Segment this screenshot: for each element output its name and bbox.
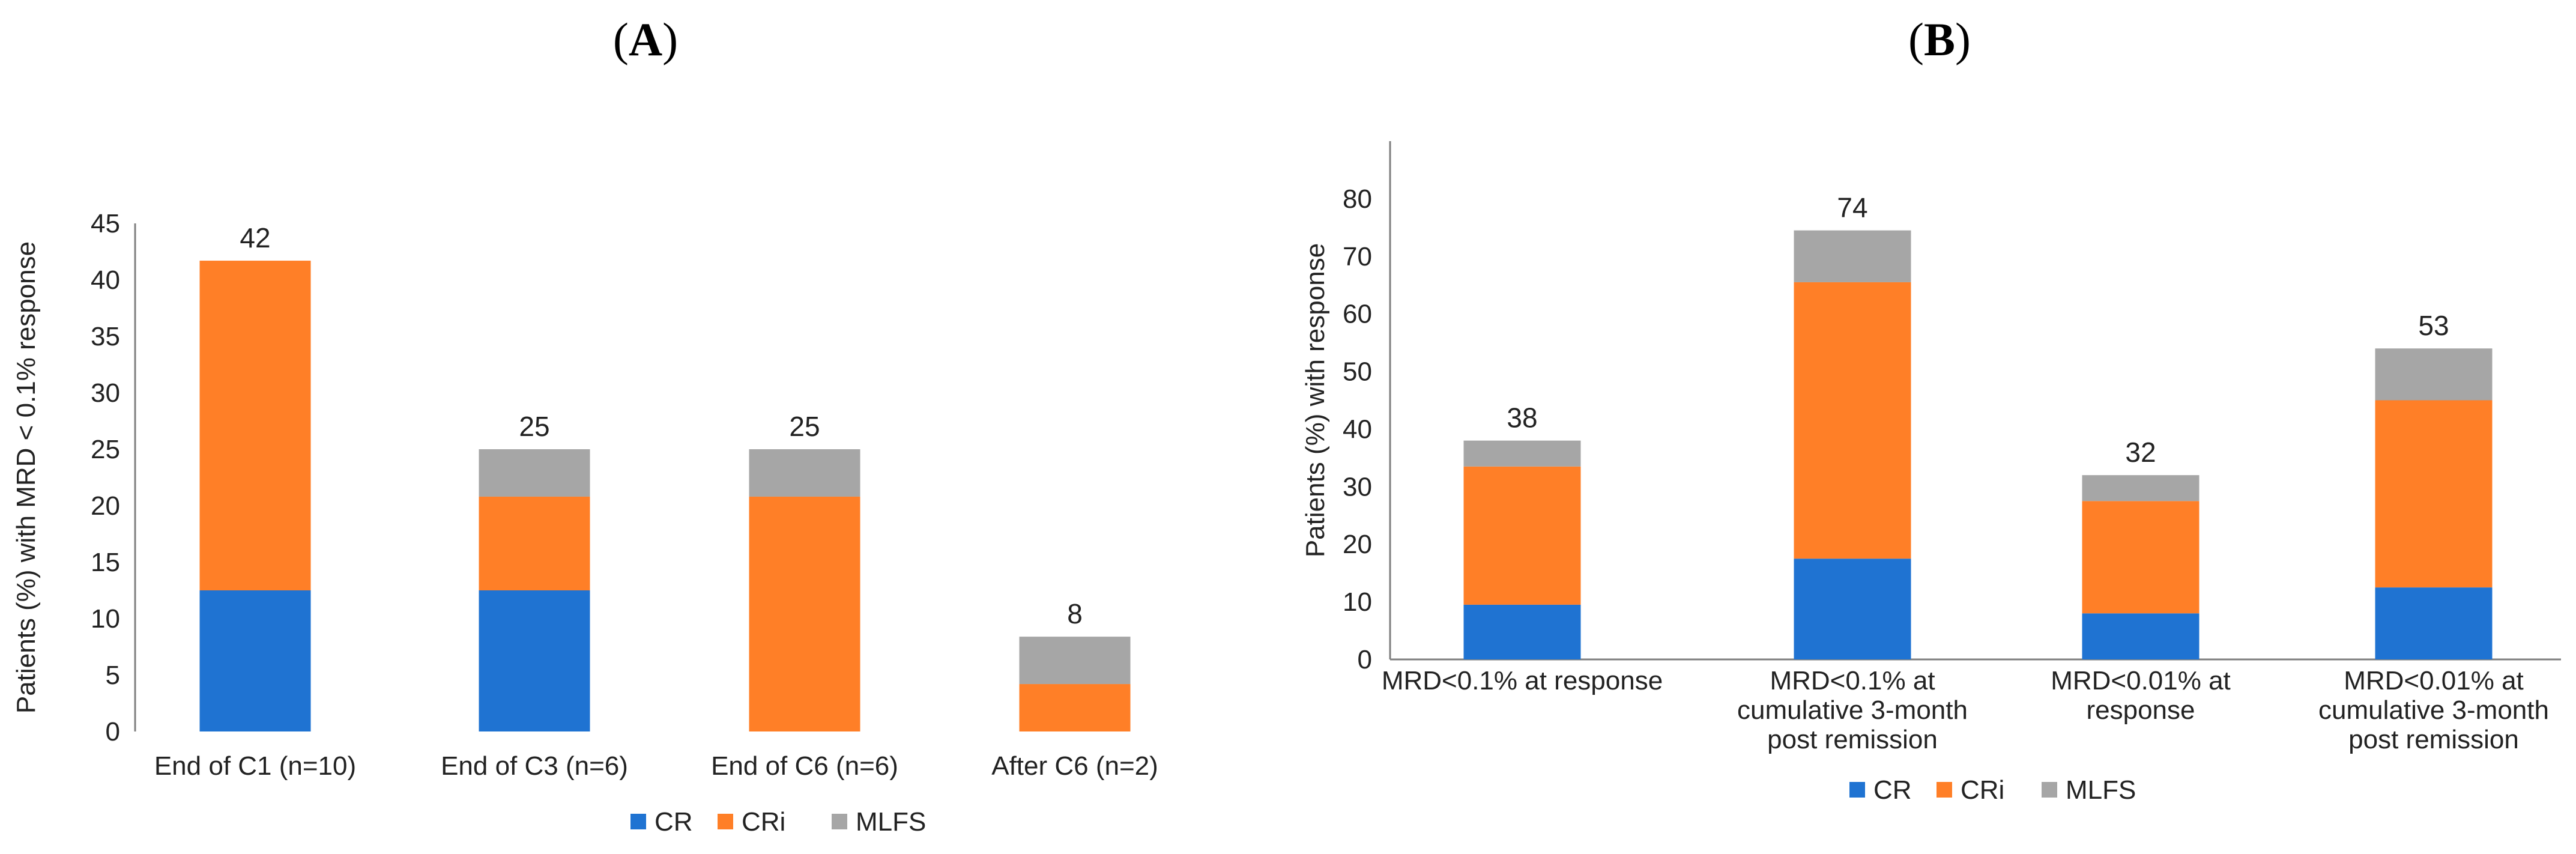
y-tick-label-b: 20: [1343, 530, 1372, 559]
bar-segment-cr: [479, 590, 590, 731]
bar-segment-cr: [2082, 613, 2200, 659]
legend-label-cr: CR: [1873, 775, 1912, 805]
y-tick-label-b: 10: [1343, 587, 1372, 617]
legend-swatch-mlfs: [832, 814, 847, 829]
legend-swatch-cr: [1849, 782, 1865, 798]
bar-segment-mlfs: [2375, 348, 2493, 401]
bar-segment-cri: [479, 496, 590, 590]
bar-total-label: 25: [789, 411, 820, 442]
category-label: End of C6 (n=6): [711, 751, 898, 781]
bar-segment-cri: [1463, 466, 1581, 605]
legend-swatch-cr: [630, 814, 646, 829]
y-tick-label-a: 20: [91, 491, 120, 521]
bar-segment-cr: [1463, 604, 1581, 659]
bar-total-label: 8: [1067, 598, 1083, 629]
y-tick-label-a: 10: [91, 604, 120, 634]
bar-total-label: 38: [1507, 402, 1537, 434]
legend-label-mlfs: MLFS: [856, 807, 926, 837]
legend-label-cri: CRi: [1961, 775, 2004, 805]
y-tick-label-a: 15: [91, 548, 120, 577]
bar-segment-cri: [1019, 684, 1131, 731]
category-label: MRD<0.01% at response: [2051, 666, 2231, 725]
bar-segment-cri: [2082, 501, 2200, 614]
y-tick-label-a: 40: [91, 265, 120, 295]
category-label: MRD<0.01% at cumulative 3-month post remis…: [2318, 666, 2549, 754]
category-label: After C6 (n=2): [991, 751, 1158, 781]
bar-segment-cr: [199, 590, 311, 731]
y-tick-label-b: 70: [1343, 242, 1372, 271]
bar-segment-cri: [199, 261, 311, 590]
category-label: End of C1 (n=10): [154, 751, 356, 781]
y-axis-title-b: Patients (%) with response: [1301, 243, 1330, 557]
bar-total-label: 42: [240, 222, 270, 253]
bar-total-label: 74: [1837, 192, 1867, 223]
y-tick-label-a: 45: [91, 209, 120, 238]
y-tick-label-a: 5: [106, 661, 120, 690]
y-tick-label-b: 50: [1343, 357, 1372, 387]
panel-label-b: (B): [1908, 13, 1971, 65]
bar-segment-cr: [2375, 587, 2493, 659]
legend-swatch-cri: [718, 814, 733, 829]
bar-segment-mlfs: [1463, 440, 1581, 467]
bar-total-label: 53: [2418, 310, 2449, 341]
legend-swatch-cri: [1937, 782, 1952, 798]
category-label: MRD<0.1% at cumulative 3-month post remiss…: [1737, 666, 1968, 754]
bar-segment-mlfs: [749, 449, 860, 497]
bar-total-label: 32: [2125, 437, 2156, 468]
legend-label-mlfs: MLFS: [2066, 775, 2136, 805]
bar-segment-cr: [1794, 559, 1911, 659]
panel-label-a: (A): [613, 13, 678, 65]
bar-segment-mlfs: [1794, 230, 1911, 282]
legend-label-cr: CR: [655, 807, 693, 837]
y-tick-label-b: 80: [1343, 184, 1372, 214]
bar-segment-cri: [2375, 400, 2493, 588]
y-tick-label-b: 0: [1358, 645, 1372, 674]
y-tick-label-b: 60: [1343, 300, 1372, 329]
y-tick-label-b: 40: [1343, 414, 1372, 444]
bar-total-label: 25: [519, 411, 549, 442]
bar-segment-cri: [1794, 282, 1911, 559]
bar-segment-mlfs: [1019, 637, 1131, 685]
category-label: End of C3 (n=6): [441, 751, 628, 781]
bar-segment-mlfs: [479, 449, 590, 497]
y-axis-title-a: Patients (%) with MRD < 0.1% response: [11, 241, 41, 713]
bar-segment-mlfs: [2082, 475, 2200, 501]
legend-label-cri: CRi: [742, 807, 785, 837]
y-tick-label-a: 35: [91, 322, 120, 351]
y-tick-label-b: 30: [1343, 472, 1372, 501]
y-tick-label-a: 0: [106, 717, 120, 746]
bar-segment-cri: [749, 496, 860, 731]
chart-b: 0 10 20 30 40 50 60 70 80 Patients (%) with respo…: [1301, 141, 2561, 805]
category-label: MRD<0.1% at response: [1382, 666, 1663, 695]
y-tick-label-a: 30: [91, 378, 120, 408]
y-tick-label-a: 25: [91, 435, 120, 464]
chart-a: 0 5 10 15 20 25 30 35 40 45 Patients (%) with MRD …: [11, 209, 1158, 837]
legend-swatch-mlfs: [2042, 782, 2057, 798]
